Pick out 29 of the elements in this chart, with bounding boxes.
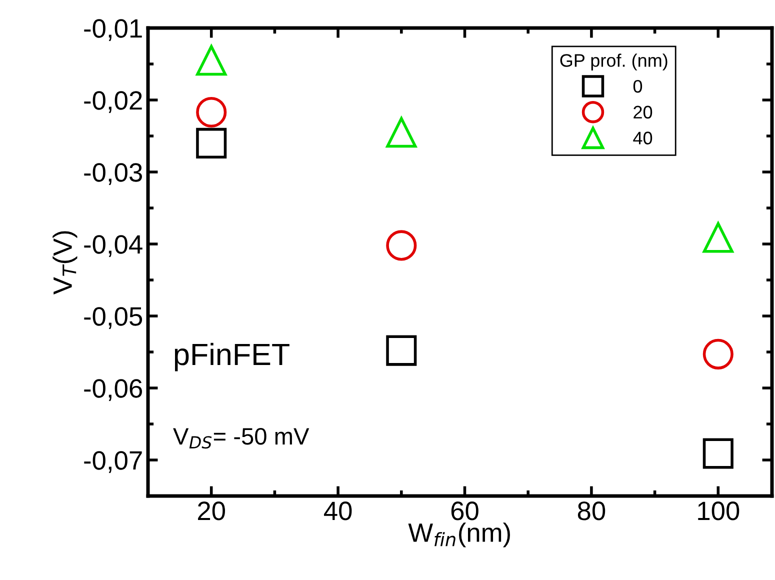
x-tick-label: 60 — [451, 502, 478, 520]
x-tick-label: 100 — [698, 502, 740, 520]
x-tick-label: 40 — [324, 502, 352, 520]
y-tick-label: -0,07 — [84, 451, 142, 473]
y-tick-label: -0,04 — [84, 235, 142, 257]
y-tick-label: -0,05 — [84, 307, 142, 329]
point — [386, 230, 417, 261]
y-tick-label: -0,01 — [84, 19, 142, 41]
point — [702, 338, 734, 370]
legend-label: 0 — [633, 80, 642, 93]
point — [196, 128, 227, 158]
legend-title: GP prof. (nm) — [560, 54, 668, 70]
point — [196, 45, 227, 76]
y-tick-label: -0,06 — [84, 379, 142, 401]
x-axis-title: W$_{fin}$(nm) — [408, 522, 510, 548]
point — [196, 96, 227, 128]
x-tick-label: 80 — [578, 502, 606, 520]
y-tick-label: -0,03 — [84, 163, 142, 185]
point — [702, 222, 734, 253]
annotation: V$_{DS}$= -50 mV — [173, 428, 310, 449]
point — [386, 335, 417, 366]
x-tick-label: 20 — [198, 502, 225, 520]
annotation: pFinFET — [174, 342, 290, 372]
legend-label: 20 — [634, 106, 652, 119]
legend-label: 40 — [633, 132, 652, 144]
point — [386, 117, 417, 148]
y-axis-title: V$_{T}$(V) — [52, 231, 78, 294]
point — [702, 438, 734, 469]
y-tick-label: -0,02 — [84, 91, 142, 113]
